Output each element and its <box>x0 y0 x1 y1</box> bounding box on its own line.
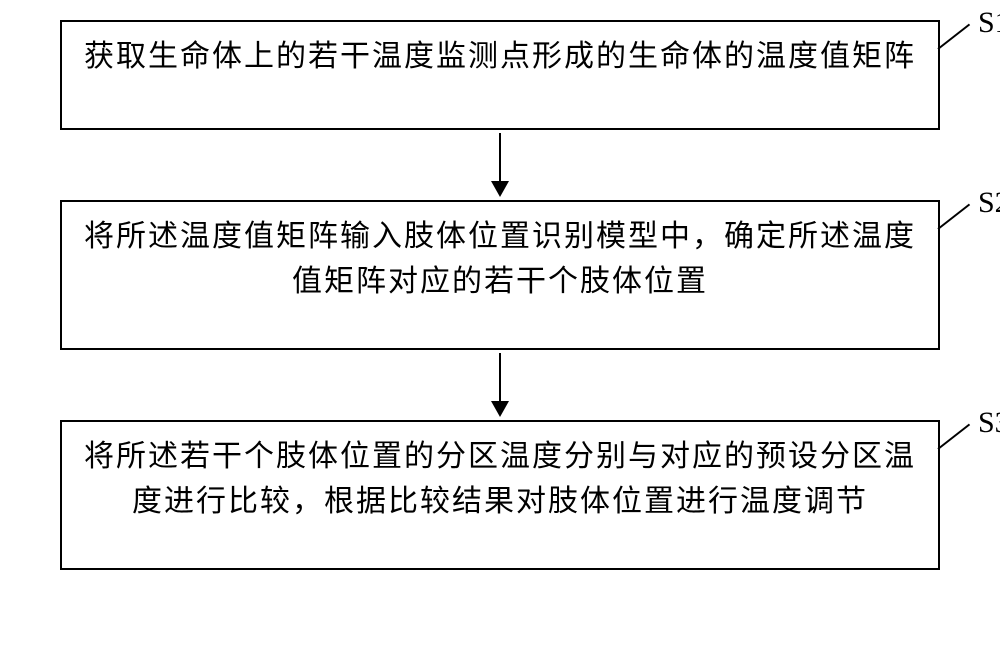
arrow-line <box>499 353 501 401</box>
flowchart-container: 获取生命体上的若干温度监测点形成的生命体的温度值矩阵 S1 将所述温度值矩阵输入… <box>60 20 940 570</box>
node-text: 获取生命体上的若干温度监测点形成的生命体的温度值矩阵 <box>82 34 918 79</box>
label-connector-s3 <box>937 424 970 450</box>
label-connector-s2 <box>937 204 970 230</box>
flowchart-node-s2: 将所述温度值矩阵输入肢体位置识别模型中，确定所述温度值矩阵对应的若干个肢体位置 <box>60 200 940 350</box>
flow-arrow <box>60 350 940 420</box>
arrow-head-icon <box>491 181 509 197</box>
node-text: 将所述若干个肢体位置的分区温度分别与对应的预设分区温度进行比较，根据比较结果对肢… <box>82 434 918 524</box>
node-text: 将所述温度值矩阵输入肢体位置识别模型中，确定所述温度值矩阵对应的若干个肢体位置 <box>82 214 918 304</box>
flow-arrow <box>60 130 940 200</box>
arrow-head-icon <box>491 401 509 417</box>
flowchart-node-s3: 将所述若干个肢体位置的分区温度分别与对应的预设分区温度进行比较，根据比较结果对肢… <box>60 420 940 570</box>
node-label-s3: S3 <box>978 406 1000 440</box>
node-label-s1: S1 <box>978 6 1000 40</box>
node-label-s2: S2 <box>978 186 1000 220</box>
arrow-line <box>499 133 501 181</box>
flowchart-node-s1: 获取生命体上的若干温度监测点形成的生命体的温度值矩阵 <box>60 20 940 130</box>
label-connector-s1 <box>937 24 970 50</box>
